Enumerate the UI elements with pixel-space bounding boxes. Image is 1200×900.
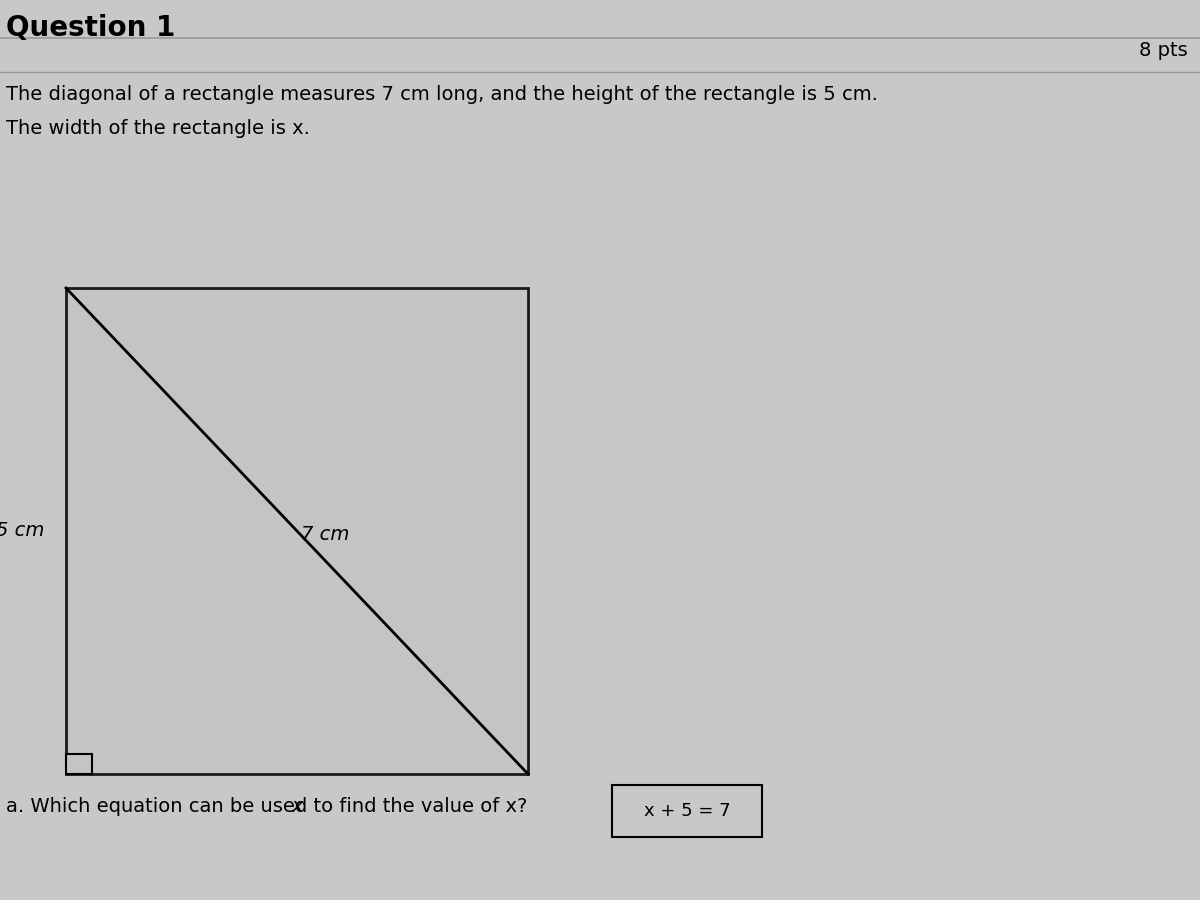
Text: The diagonal of a rectangle measures 7 cm long, and the height of the rectangle : The diagonal of a rectangle measures 7 c… <box>6 86 878 104</box>
Text: a. Which equation can be used to find the value of x?: a. Which equation can be used to find th… <box>6 796 527 815</box>
Text: 7 cm: 7 cm <box>301 526 349 544</box>
Text: The width of the rectangle is x.: The width of the rectangle is x. <box>6 119 310 138</box>
FancyBboxPatch shape <box>612 785 762 837</box>
Text: x: x <box>292 796 302 815</box>
Text: 8 pts: 8 pts <box>1139 40 1188 59</box>
Bar <box>66 754 92 774</box>
Bar <box>66 288 528 774</box>
Text: 5 cm: 5 cm <box>0 521 44 541</box>
Text: x + 5 = 7: x + 5 = 7 <box>643 802 731 820</box>
Text: Question 1: Question 1 <box>6 14 175 41</box>
